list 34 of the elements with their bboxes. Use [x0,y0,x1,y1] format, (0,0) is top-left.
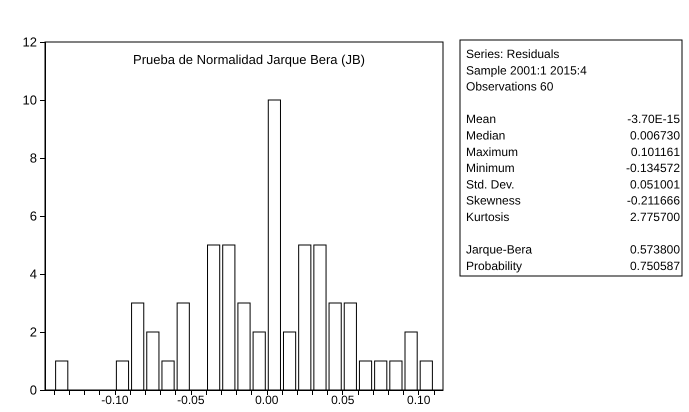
y-tick-label: 10 [22,92,37,108]
text: Kurtosis [466,210,510,224]
y-tick-label: 0 [30,382,37,398]
text: Median [466,128,506,142]
y-tick-label: 8 [30,150,37,166]
x-tick-label: 0.05 [331,393,355,407]
text: Probability [466,258,522,273]
text: 0.750587 [630,258,680,273]
text: -3.70E-15 [627,112,680,126]
text: Observations 60 [466,80,554,94]
text: Series: Residuals [466,47,560,61]
text: Prueba de Normalidad Jarque Bera (JB) [133,52,365,67]
text: Jarque-Bera [466,242,532,257]
text: Skewness [466,194,521,208]
y-tick-label: 6 [30,208,37,224]
y-tick-label: 12 [22,34,37,50]
text: 0.573800 [630,242,680,257]
text: Sample 2001:1 2015:4 [466,63,588,78]
x-tick-label: -0.10 [101,393,129,407]
text: -0.211666 [626,194,680,208]
y-tick-label: 2 [30,324,37,340]
x-tick-label: 0.00 [255,393,279,407]
text: -0.134572 [626,161,680,176]
text: Mean [466,112,496,126]
text: 0.006730 [630,128,680,142]
x-tick-label: 0.10 [407,393,431,407]
y-tick-label: 4 [30,266,37,282]
text: Std. Dev. [466,177,514,192]
text: Minimum [466,161,515,176]
text: 0.051001 [630,177,680,192]
text: 0.101161 [630,144,680,159]
text: Maximum [466,144,518,159]
x-tick-label: -0.05 [177,393,205,407]
text: 2.775700 [630,210,680,224]
